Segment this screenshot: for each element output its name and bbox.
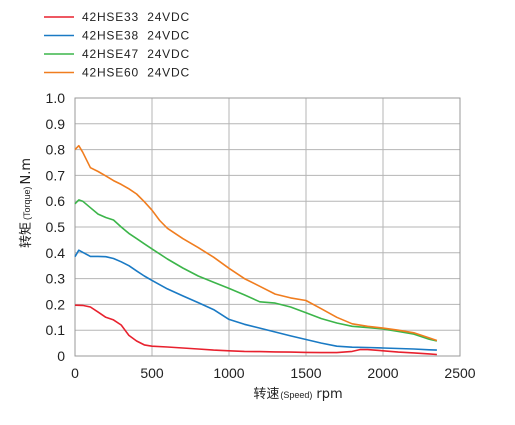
series-line-1 xyxy=(74,304,437,356)
series-line-4 xyxy=(74,144,438,342)
grid xyxy=(74,97,461,357)
y-tick-label: 0.4 xyxy=(46,245,66,261)
x-axis-title-main: 转速 xyxy=(253,387,279,402)
y-tick-label: 0 xyxy=(57,348,65,364)
x-tick-label: 1000 xyxy=(213,365,244,381)
y-tick-labels: 0 0.1 0.2 0.3 0.4 0.5 0.6 0.7 0.8 0.9 1.0 xyxy=(46,90,66,364)
y-tick-label: 0.5 xyxy=(46,219,66,235)
y-axis-title-unit: N.m xyxy=(19,158,34,185)
series-line-3 xyxy=(74,199,438,342)
x-axis-title-sub: (Speed) xyxy=(280,390,312,400)
series-lines xyxy=(74,144,438,356)
legend-label: 42HSE47 24VDC xyxy=(82,47,190,61)
legend: 42HSE33 24VDC 42HSE38 24VDC 42HSE47 24VDC 4… xyxy=(44,10,190,80)
y-axis-title-main: 转矩 xyxy=(19,222,34,248)
x-tick-label: 2000 xyxy=(367,365,398,381)
x-tick-labels: 0 500 1000 1500 2000 2500 xyxy=(71,365,476,381)
x-tick-label: 500 xyxy=(140,365,164,381)
x-tick-label: 0 xyxy=(71,365,79,381)
y-tick-label: 0.6 xyxy=(46,193,66,209)
y-tick-label: 1.0 xyxy=(46,90,66,106)
legend-label: 42HSE33 24VDC xyxy=(82,10,190,24)
x-axis-title-unit: rpm xyxy=(316,387,342,402)
y-tick-label: 0.2 xyxy=(46,296,66,312)
plot-frame xyxy=(74,97,461,357)
y-axis-title-sub: (Torque) xyxy=(22,187,32,221)
y-tick-label: 0.8 xyxy=(46,142,66,158)
y-tick-label: 0.7 xyxy=(46,167,66,183)
x-tick-label: 1500 xyxy=(290,365,321,381)
legend-label: 42HSE60 24VDC xyxy=(82,66,190,80)
x-axis-title: 转速(Speed) rpm xyxy=(253,387,342,402)
legend-label: 42HSE38 24VDC xyxy=(82,29,190,43)
y-tick-label: 0.3 xyxy=(46,271,66,287)
y-tick-label: 0.9 xyxy=(46,116,66,132)
y-axis-title: 转矩(Torque) N.m xyxy=(19,158,34,248)
series-line-2 xyxy=(74,249,437,351)
y-tick-label: 0.1 xyxy=(46,322,66,338)
x-tick-label: 2500 xyxy=(444,365,475,381)
